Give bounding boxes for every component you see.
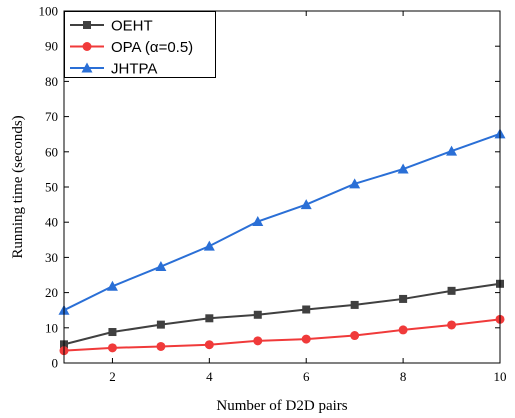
x-axis-title: Number of D2D pairs [216, 398, 347, 414]
y-axis-title: Running time (seconds) [10, 115, 26, 258]
data-point [203, 240, 215, 251]
data-point [446, 145, 458, 156]
data-point [399, 294, 408, 303]
y-tick-label: 80 [45, 74, 58, 89]
data-point [252, 215, 264, 226]
legend-marker [83, 21, 91, 29]
y-tick-label: 70 [45, 109, 58, 124]
x-tick-label: 10 [494, 369, 507, 384]
legend-label: JHTPA [111, 61, 157, 78]
data-point [300, 199, 312, 210]
data-point [253, 336, 263, 346]
data-point [108, 328, 117, 337]
y-tick-label: 50 [45, 180, 58, 195]
data-point [350, 300, 359, 309]
legend-item: JHTPA [70, 61, 157, 78]
data-point [156, 320, 165, 329]
series-2 [59, 314, 505, 356]
series-line [63, 132, 501, 312]
data-point [155, 261, 167, 272]
y-tick-label: 10 [45, 320, 58, 335]
data-point [107, 343, 117, 353]
x-tick-label: 6 [303, 369, 310, 384]
legend-marker [82, 42, 92, 51]
legend-label: OPA (α=0.5) [111, 39, 193, 56]
legend-item: OPA (α=0.5) [70, 39, 193, 56]
x-tick-label: 2 [109, 369, 116, 384]
plot-frame [63, 10, 501, 364]
data-point [397, 163, 409, 174]
data-point [350, 331, 360, 341]
data-point [253, 310, 262, 319]
data-point [301, 334, 311, 344]
data-point [349, 178, 361, 189]
series-3 [58, 128, 506, 315]
series-1 [60, 279, 504, 349]
data-point [156, 341, 166, 351]
data-point [447, 286, 456, 295]
axis-ticks: 0 10 20 30 40 50 60 70 80 90 100 2 4 6 8 10 [39, 4, 507, 385]
y-tick-label: 90 [45, 39, 58, 54]
data-point [205, 314, 214, 323]
x-tick-label: 4 [206, 369, 213, 384]
data-point [302, 305, 311, 314]
data-point [447, 320, 457, 330]
legend-item: OEHT [70, 18, 153, 35]
legend-label: OEHT [111, 18, 153, 35]
data-point [398, 325, 408, 335]
legend-marker [81, 62, 93, 73]
legend: OEHT OPA (α=0.5) JHTPA [64, 11, 216, 78]
series-line [63, 282, 501, 346]
y-tick-label: 30 [45, 250, 58, 265]
y-tick-label: 60 [45, 144, 58, 159]
y-tick-label: 20 [45, 285, 58, 300]
x-tick-label: 8 [400, 369, 407, 384]
series-line [63, 318, 501, 352]
data-point [106, 280, 118, 291]
y-tick-label: 100 [39, 4, 59, 19]
series-layer [58, 128, 506, 356]
y-tick-label: 0 [52, 356, 59, 371]
y-tick-label: 40 [45, 215, 58, 230]
data-point [204, 340, 214, 350]
